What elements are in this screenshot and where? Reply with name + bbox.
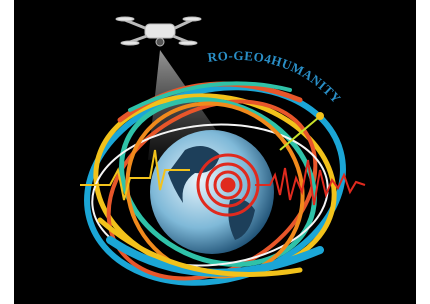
quake-rings xyxy=(198,155,258,215)
globe xyxy=(150,130,274,254)
probe-dot xyxy=(316,112,324,120)
logo: RO-GEO4HUMANITY xyxy=(0,0,430,304)
